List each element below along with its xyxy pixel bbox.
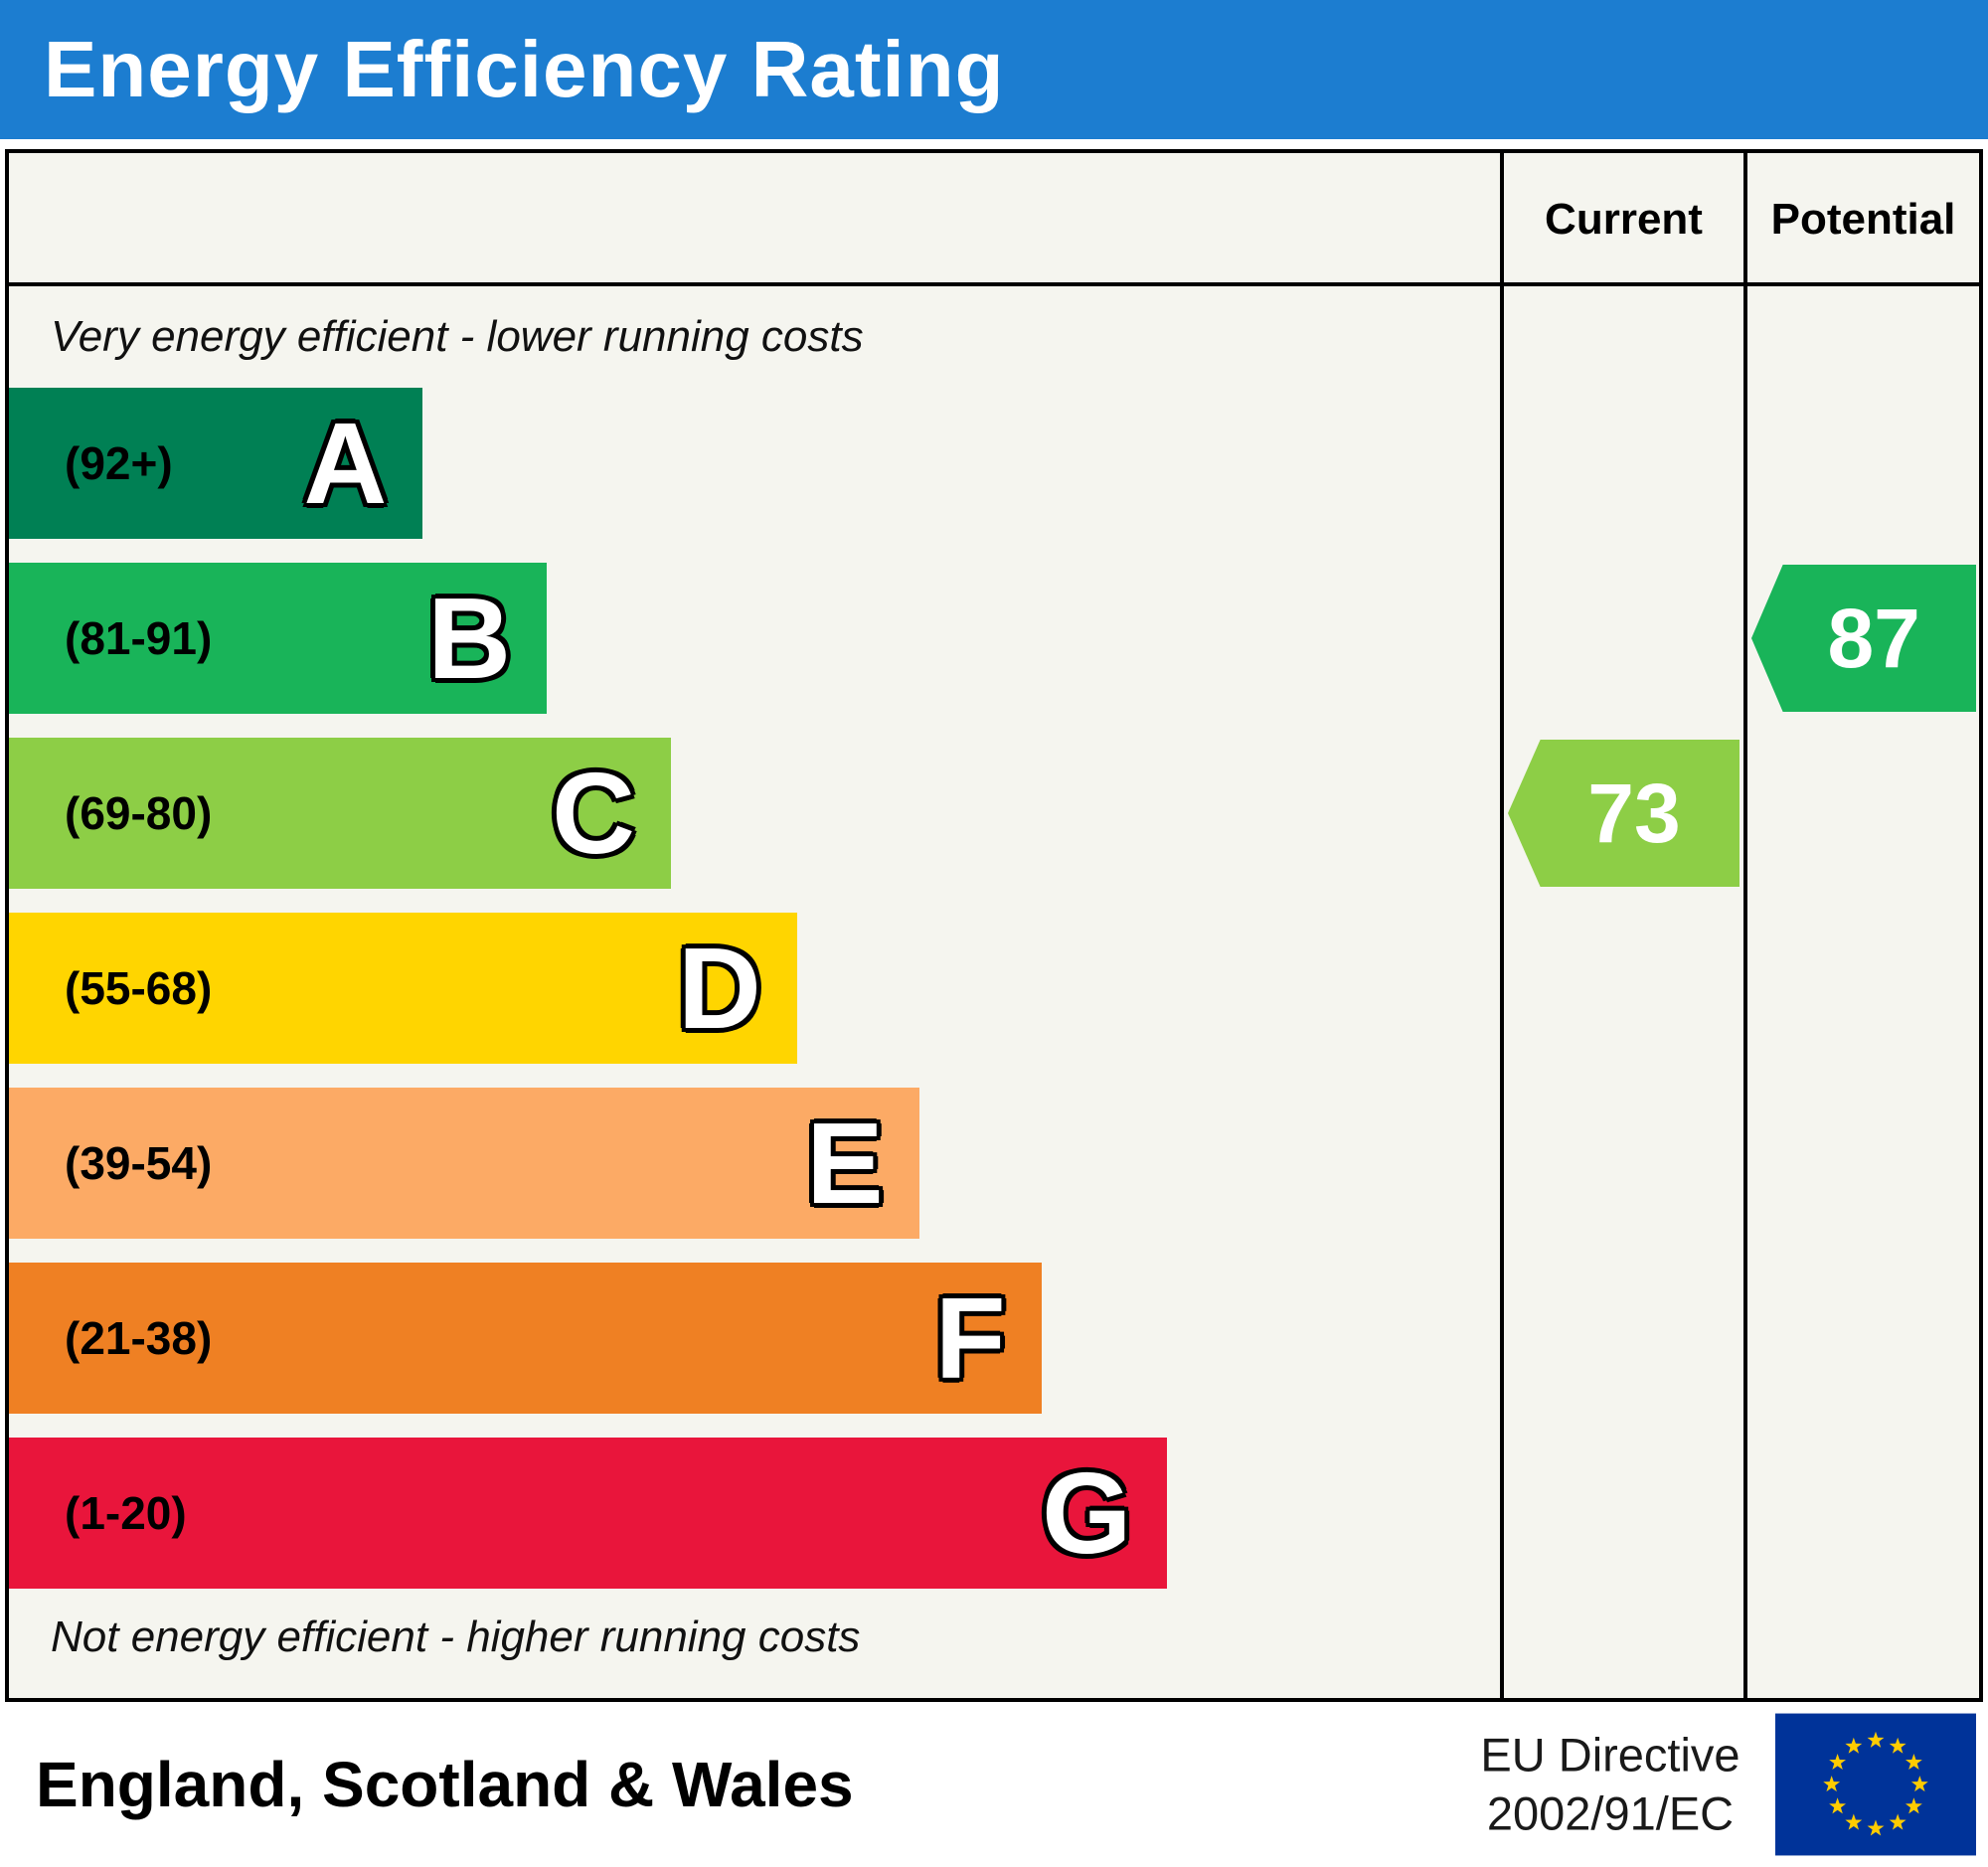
eu-directive-label: EU Directive 2002/91/EC [1469,1726,1751,1843]
footer: England, Scotland & Wales EU Directive 2… [0,1702,1988,1867]
band-letter: E [806,1099,884,1228]
band-row-b: (81-91) B [9,563,1979,714]
band-letter: D [678,924,761,1053]
band-letter: G [1042,1448,1132,1578]
band-row-d: (55-68) D [9,913,1979,1064]
band-bar-d: (55-68) D [9,913,797,1064]
band-row-e: (39-54) E [9,1088,1979,1239]
potential-rating-arrow: 87 [1751,565,1976,712]
potential-rating-value: 87 [1827,591,1920,685]
bottom-note: Not energy efficient - higher running co… [51,1612,861,1661]
band-letter: B [427,574,512,703]
band-bar-a: (92+) A [9,388,423,539]
title-bar: Energy Efficiency Rating [0,0,1988,139]
band-bar-b: (81-91) B [9,563,548,714]
band-letter: C [552,749,635,878]
potential-column-header: Potential [1770,195,1956,244]
current-rating-value: 73 [1587,765,1681,860]
band-letter: A [303,399,388,528]
potential-column-divider [1743,153,1747,1698]
band-range-label: (39-54) [65,1137,213,1189]
band-range-label: (69-80) [65,787,213,839]
region-label: England, Scotland & Wales [36,1749,854,1820]
eu-flag-icon [1775,1712,1976,1857]
current-column-header: Current [1545,195,1703,244]
current-rating-arrow: 73 [1508,740,1740,887]
band-bar-f: (21-38) F [9,1263,1042,1414]
eu-directive-line2: 2002/91/EC [1486,1786,1735,1839]
band-range-label: (21-38) [65,1312,213,1364]
band-bar-c: (69-80) C [9,738,671,889]
band-row-f: (21-38) F [9,1263,1979,1414]
band-range-label: (1-20) [65,1487,187,1539]
current-column-divider [1500,153,1504,1698]
chart-header: Current Potential [9,153,1979,286]
band-range-label: (55-68) [65,962,213,1014]
bands: (92+) A (81-91) B (69-80) C (55-68) D (39-54) E (2… [9,388,1979,1589]
band-letter: F [934,1273,1006,1403]
eu-directive-line1: EU Directive [1480,1728,1740,1782]
band-row-a: (92+) A [9,388,1979,539]
top-note: Very energy efficient - lower running co… [51,312,864,361]
band-row-c: (69-80) C [9,738,1979,889]
band-bar-e: (39-54) E [9,1088,919,1239]
chart-box: Current Potential Very energy efficient … [5,149,1983,1702]
band-range-label: (92+) [65,437,173,489]
band-area: Very energy efficient - lower running co… [9,286,1979,1662]
band-range-label: (81-91) [65,612,213,664]
page-title: Energy Efficiency Rating [44,25,1005,113]
band-bar-g: (1-20) G [9,1438,1168,1589]
band-row-g: (1-20) G [9,1438,1979,1589]
